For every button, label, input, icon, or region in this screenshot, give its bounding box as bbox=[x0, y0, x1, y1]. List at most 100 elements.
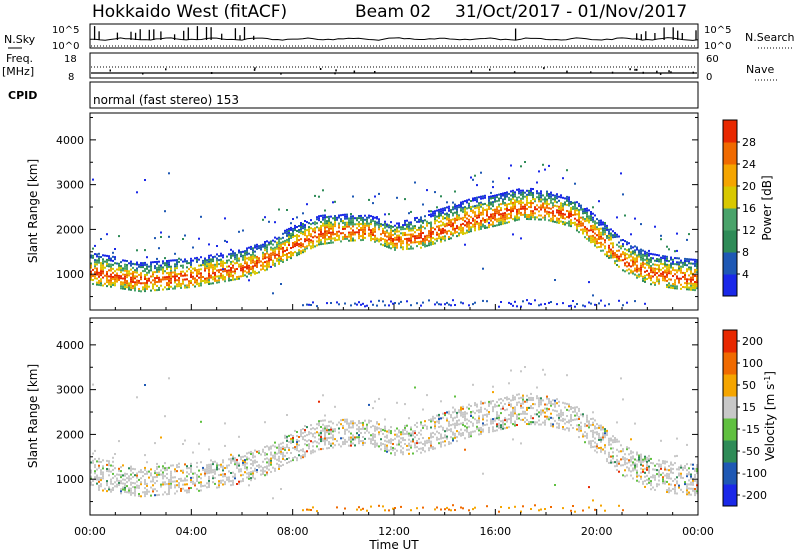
data-cell bbox=[404, 198, 406, 201]
data-cell bbox=[236, 268, 238, 271]
data-cell bbox=[374, 238, 376, 241]
data-cell bbox=[268, 263, 270, 266]
data-cell bbox=[130, 469, 132, 472]
data-cell bbox=[298, 235, 300, 238]
data-cell bbox=[520, 404, 522, 407]
data-cell bbox=[466, 406, 468, 409]
data-cell bbox=[298, 249, 300, 252]
data-cell bbox=[252, 271, 254, 274]
data-cell bbox=[414, 239, 416, 242]
data-cell bbox=[486, 212, 488, 215]
data-cell bbox=[438, 303, 440, 306]
data-cell bbox=[110, 263, 112, 266]
data-cell bbox=[320, 434, 322, 437]
data-cell bbox=[138, 263, 140, 266]
data-cell bbox=[528, 214, 530, 217]
data-cell bbox=[408, 434, 410, 437]
data-cell bbox=[120, 269, 122, 272]
data-cell bbox=[206, 486, 208, 489]
data-cell bbox=[226, 466, 228, 469]
data-cell bbox=[302, 233, 304, 236]
data-cell bbox=[112, 259, 114, 262]
data-cell bbox=[358, 237, 360, 240]
data-cell bbox=[288, 252, 290, 255]
data-cell bbox=[596, 246, 598, 249]
data-cell bbox=[572, 214, 574, 217]
data-cell bbox=[286, 228, 288, 231]
data-cell bbox=[214, 470, 216, 473]
data-cell bbox=[356, 303, 358, 306]
data-cell bbox=[164, 264, 166, 267]
data-cell bbox=[628, 254, 630, 257]
data-cell bbox=[636, 268, 638, 271]
data-cell bbox=[166, 473, 168, 476]
data-cell bbox=[280, 460, 282, 463]
data-cell bbox=[256, 272, 258, 275]
data-cell bbox=[118, 276, 120, 279]
data-cell bbox=[592, 228, 594, 231]
data-cell bbox=[450, 442, 452, 445]
data-cell bbox=[114, 262, 116, 265]
data-cell bbox=[166, 288, 168, 291]
data-cell bbox=[456, 206, 458, 209]
data-cell bbox=[182, 282, 184, 285]
data-cell bbox=[100, 274, 102, 277]
data-cell bbox=[560, 202, 562, 205]
data-cell bbox=[242, 270, 244, 273]
data-cell bbox=[488, 429, 490, 432]
data-cell bbox=[610, 254, 612, 257]
data-cell bbox=[210, 469, 212, 472]
colorbar-segment bbox=[723, 252, 737, 275]
data-cell bbox=[442, 227, 444, 230]
data-cell bbox=[560, 216, 562, 219]
data-cell bbox=[292, 244, 294, 247]
data-cell bbox=[124, 275, 126, 278]
colorbar-segment bbox=[723, 230, 737, 253]
data-cell bbox=[556, 422, 558, 425]
data-cell bbox=[134, 269, 136, 272]
data-cell bbox=[296, 230, 298, 233]
data-cell bbox=[526, 203, 528, 206]
data-cell bbox=[270, 447, 272, 450]
data-cell bbox=[330, 436, 332, 439]
data-cell bbox=[540, 401, 542, 404]
data-cell bbox=[396, 244, 398, 247]
data-cell bbox=[298, 239, 300, 242]
data-cell bbox=[402, 431, 404, 434]
data-cell bbox=[468, 304, 470, 307]
data-cell bbox=[142, 288, 144, 291]
data-cell bbox=[306, 237, 308, 240]
data-cell bbox=[456, 420, 458, 423]
data-cell bbox=[506, 205, 508, 208]
data-cell bbox=[286, 445, 288, 448]
data-cell bbox=[560, 194, 562, 197]
data-cell bbox=[536, 395, 538, 398]
data-cell bbox=[588, 221, 590, 224]
data-cell bbox=[180, 487, 182, 490]
data-cell bbox=[548, 416, 550, 419]
data-cell bbox=[164, 415, 166, 418]
data-cell bbox=[302, 509, 304, 512]
data-cell bbox=[262, 257, 264, 260]
data-cell bbox=[326, 429, 328, 432]
data-cell bbox=[302, 245, 304, 248]
data-cell bbox=[548, 195, 550, 198]
data-cell bbox=[378, 192, 380, 195]
data-cell bbox=[328, 223, 330, 226]
data-cell bbox=[460, 432, 462, 435]
data-cell bbox=[540, 200, 542, 203]
data-cell bbox=[548, 301, 550, 304]
data-cell bbox=[262, 448, 264, 451]
data-cell bbox=[296, 431, 298, 434]
data-cell bbox=[368, 431, 370, 434]
data-cell bbox=[216, 253, 218, 256]
data-cell bbox=[470, 208, 472, 211]
data-cell bbox=[642, 279, 644, 282]
data-cell bbox=[310, 239, 312, 242]
data-cell bbox=[300, 222, 302, 225]
data-cell bbox=[290, 251, 292, 254]
data-cell bbox=[382, 244, 384, 247]
data-cell bbox=[556, 219, 558, 222]
data-cell bbox=[610, 242, 612, 245]
data-cell bbox=[288, 434, 290, 437]
